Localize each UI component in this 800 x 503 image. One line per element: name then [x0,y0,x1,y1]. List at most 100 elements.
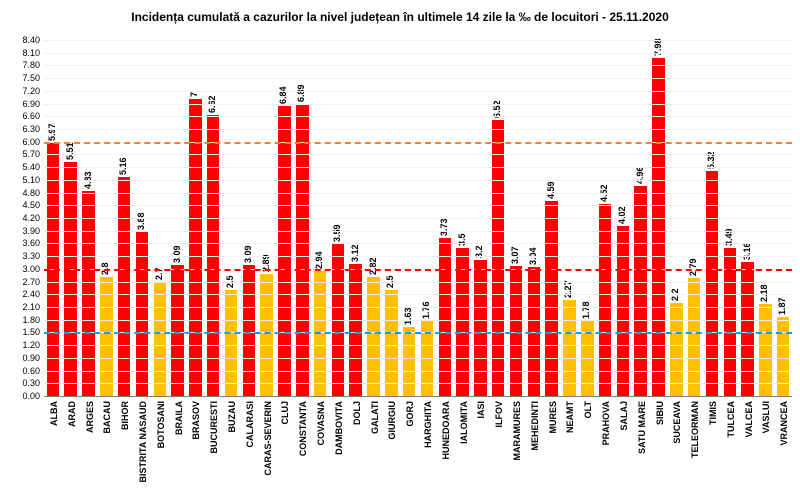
x-axis-label: ARAD [67,401,77,427]
x-axis-label: CALARASI [245,401,255,448]
x-label-slot: MEHEDINTI [525,397,543,503]
bar-value-label: 3.09 [172,246,182,264]
bar: 4.52 [599,204,611,396]
chart-container: Incidența cumulată a cazurilor la nivel … [0,0,800,503]
bar-value-label: 3.12 [350,244,360,262]
gridline [44,358,792,359]
bar-value-label: 3.09 [243,246,253,264]
y-tick-label: 7.80 [22,60,44,70]
x-label-slot: IASI [472,397,490,503]
reference-line [44,269,792,271]
gridline [44,320,792,321]
plot-area: 5.975.514.832.85.163.882.73.0976.622.53.… [44,40,792,397]
bar: 3.09 [171,265,183,396]
x-axis-label: COVASNA [316,401,326,445]
gridline [44,256,792,257]
gridline [44,40,792,41]
y-tick-label: 6.00 [22,137,44,147]
x-label-slot: BUCURESTI [204,397,222,503]
x-axis-label: TELEORMAN [690,401,700,458]
x-axis-label: HUNEDOARA [441,401,451,460]
x-label-slot: TULCEA [721,397,739,503]
x-label-slot: MARAMURES [507,397,525,503]
y-tick-label: 7.20 [22,86,44,96]
bar: 6.89 [296,104,308,396]
y-tick-label: 4.50 [22,200,44,210]
x-label-slot: IALOMITA [454,397,472,503]
x-axis-label: TULCEA [726,401,736,438]
bar: 3.07 [510,266,522,396]
x-axis-label: BUCURESTI [209,401,219,454]
x-axis-label: IALOMITA [459,401,469,444]
y-tick-label: 6.90 [22,99,44,109]
x-label-slot: BISTRITA NASAUD [133,397,151,503]
x-label-slot: SALAJ [614,397,632,503]
x-label-slot: SATU MARE [632,397,650,503]
bar: 2.5 [385,290,397,396]
y-tick-label: 2.40 [22,289,44,299]
gridline [44,53,792,54]
x-label-slot: PRAHOVA [596,397,614,503]
x-label-slot: GORJ [400,397,418,503]
y-tick-label: 4.80 [22,188,44,198]
x-label-slot: VRANCEA [774,397,792,503]
bar: 2.79 [688,278,700,396]
y-tick-label: 3.60 [22,238,44,248]
x-label-slot: BUZAU [222,397,240,503]
x-label-slot: CALARASI [240,397,258,503]
x-label-slot: ILFOV [489,397,507,503]
bar-value-label: 5.97 [47,123,57,141]
x-label-slot: ARGES [80,397,98,503]
gridline [44,78,792,79]
x-axis-label: BISTRITA NASAUD [138,401,148,483]
y-tick-label: 5.10 [22,175,44,185]
gridline [44,180,792,181]
x-label-slot: COVASNA [311,397,329,503]
y-tick-label: 1.20 [22,340,44,350]
bar-value-label: 1.78 [581,301,591,319]
bar-value-label: 2.79 [688,258,698,276]
x-axis-label: IASI [476,401,486,419]
bar: 2.7 [154,282,166,396]
x-axis-label: SALAJ [619,401,629,431]
bar-value-label: 4.96 [635,166,645,184]
x-axis-label: TIMIS [708,401,718,425]
gridline [44,65,792,66]
gridline [44,167,792,168]
bar: 2.2 [670,303,682,396]
bar: 2.27 [563,300,575,396]
y-tick-label: 2.10 [22,302,44,312]
y-tick-label: 3.00 [22,264,44,274]
x-label-slot: GIURGIU [382,397,400,503]
bar: 5.51 [64,162,76,396]
bar: 2.18 [759,304,771,396]
x-label-slot: BRAILA [169,397,187,503]
x-axis-label: BRASOV [191,401,201,440]
x-axis-label: ALBA [49,401,59,426]
x-label-slot: BIHOR [115,397,133,503]
bar: 3.73 [439,238,451,396]
x-axis-label: BOTOSANI [156,401,166,448]
x-axis-label: DOLJ [352,401,362,425]
y-tick-label: 3.30 [22,251,44,261]
x-label-slot: BACAU [97,397,115,503]
bar-value-label: 6.89 [296,84,306,102]
x-label-slot: TELEORMAN [685,397,703,503]
x-label-slot: DOLJ [347,397,365,503]
bar: 3.12 [349,264,361,396]
gridline [44,205,792,206]
reference-line [44,142,792,144]
y-tick-label: 3.90 [22,226,44,236]
x-label-slot: HUNEDOARA [436,397,454,503]
bar-value-label: 4.52 [599,185,609,203]
gridline [44,116,792,117]
bar: 3.09 [243,265,255,396]
y-tick-label: 5.70 [22,149,44,159]
bar-value-label: 3.16 [742,243,752,261]
y-tick-label: 7.50 [22,73,44,83]
x-axis-label: SATU MARE [637,401,647,454]
x-axis-label: BIHOR [120,401,130,430]
y-tick-label: 1.50 [22,327,44,337]
y-tick-label: 6.60 [22,111,44,121]
x-axis-labels: ALBA ARADARGESBACAU BIHOR BISTRITA NASAUD BO… [44,397,792,503]
